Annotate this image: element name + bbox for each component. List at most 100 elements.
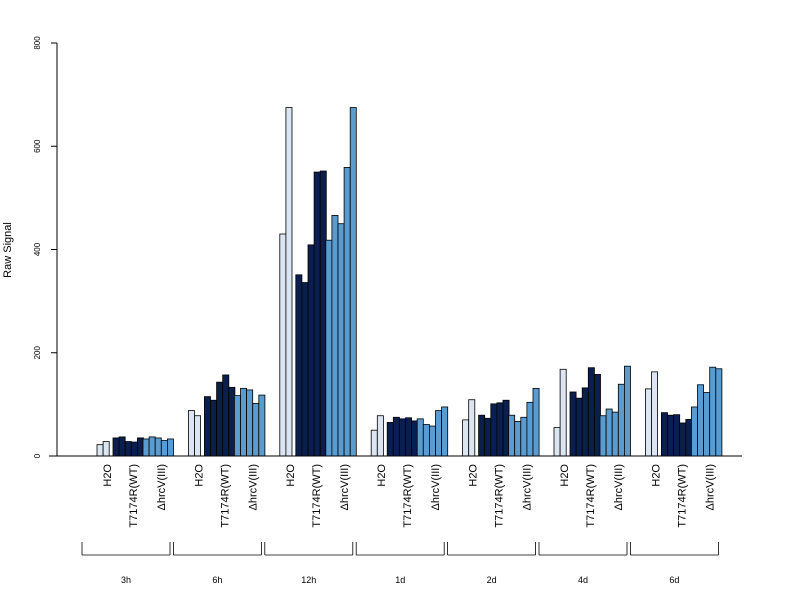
bar <box>559 368 567 457</box>
bar <box>124 441 132 457</box>
bar <box>667 414 674 457</box>
bar <box>285 107 293 457</box>
group-label: 6h <box>212 575 222 585</box>
y-tick-label: 0 <box>33 453 42 458</box>
bar <box>252 402 260 457</box>
bar <box>210 399 217 457</box>
group-label: 1d <box>395 575 405 585</box>
bar <box>508 414 516 457</box>
x-tick-label: ΔhrcV(III) <box>430 464 442 510</box>
group-brackets: 3h 6h 12h 1d 2d 4d 6d <box>81 542 719 585</box>
bar <box>478 414 486 457</box>
bar <box>319 170 327 457</box>
bar <box>142 438 150 457</box>
bar <box>325 239 333 457</box>
bar <box>343 167 351 457</box>
bar <box>148 436 156 457</box>
x-tick-label: T7174R(WT) <box>676 464 688 528</box>
x-tick-label: ΔhrcV(III) <box>339 464 351 510</box>
bar <box>435 410 442 457</box>
bar <box>611 411 619 457</box>
bar <box>130 441 138 457</box>
bar <box>697 384 704 457</box>
x-tick-label: T7174R(WT) <box>494 464 506 528</box>
bar <box>160 440 168 457</box>
x-tick-label: ΔhrcV(III) <box>613 464 625 510</box>
x-tick-label: H2O <box>376 464 388 487</box>
bar <box>337 223 345 457</box>
group-label: 12h <box>301 575 316 585</box>
x-tick-labels: H2O T7174R(WT) ΔhrcV(III) H2O T7174R(WT) Δhrc… <box>102 464 716 528</box>
bar <box>502 399 510 457</box>
bar <box>645 388 652 457</box>
bar <box>370 429 378 457</box>
bar <box>651 371 658 457</box>
x-tick-label: ΔhrcV(III) <box>156 464 168 510</box>
bar <box>240 387 247 457</box>
y-tick-label: 600 <box>33 139 42 153</box>
y-axis-label: Raw Signal <box>2 222 14 278</box>
bar <box>228 386 236 457</box>
bar <box>484 417 492 457</box>
bar <box>673 414 681 457</box>
y-axis: 0 200 400 600 800 <box>33 36 58 458</box>
bar <box>307 244 315 457</box>
x-tick-label: T7174R(WT) <box>311 464 323 528</box>
bar <box>624 365 631 457</box>
x-tick-label: ΔhrcV(III) <box>247 464 259 510</box>
bar <box>594 374 601 457</box>
bar <box>331 215 339 457</box>
bar <box>520 416 528 457</box>
x-tick-label: H2O <box>102 464 114 487</box>
y-tick-label: 200 <box>33 346 42 360</box>
bar <box>166 438 174 457</box>
bar <box>581 387 589 457</box>
bar <box>416 418 424 457</box>
x-tick-label: H2O <box>559 464 571 487</box>
bar <box>617 383 625 457</box>
bar <box>112 437 120 457</box>
bar <box>691 406 698 457</box>
bar <box>222 374 230 457</box>
bar <box>661 412 668 457</box>
x-tick-label: H2O <box>468 464 480 487</box>
bar <box>136 437 144 457</box>
x-tick-label: H2O <box>285 464 297 487</box>
bar <box>605 408 613 457</box>
bar <box>496 402 504 457</box>
x-tick-label: ΔhrcV(III) <box>522 464 534 510</box>
y-tick-label: 800 <box>33 36 42 50</box>
x-tick-label: H2O <box>650 464 662 487</box>
bar <box>349 107 357 457</box>
bar <box>715 368 723 457</box>
bar <box>441 406 449 457</box>
bar <box>154 437 162 457</box>
bar <box>422 424 430 457</box>
bar <box>428 425 436 457</box>
bars <box>96 107 723 457</box>
x-tick-label: T7174R(WT) <box>219 464 231 528</box>
bar <box>279 233 287 457</box>
group-label: 2d <box>487 575 497 585</box>
bar <box>102 441 110 457</box>
bar <box>462 419 470 457</box>
bar <box>233 395 241 457</box>
y-tick-label: 400 <box>33 242 42 256</box>
bar <box>398 418 406 457</box>
x-tick-label: ΔhrcV(III) <box>704 464 716 510</box>
bar <box>532 387 540 457</box>
bar <box>194 415 201 457</box>
bar <box>216 381 224 457</box>
bar <box>514 421 522 457</box>
x-tick-label: T7174R(WT) <box>128 464 140 528</box>
bar <box>301 282 309 457</box>
bar <box>599 415 607 457</box>
x-tick-label: T7174R(WT) <box>585 464 597 528</box>
bar <box>575 397 583 457</box>
bar <box>553 427 561 457</box>
bar <box>685 418 693 457</box>
bar <box>392 416 400 457</box>
bar <box>246 389 254 457</box>
group-label: 3h <box>121 575 131 585</box>
